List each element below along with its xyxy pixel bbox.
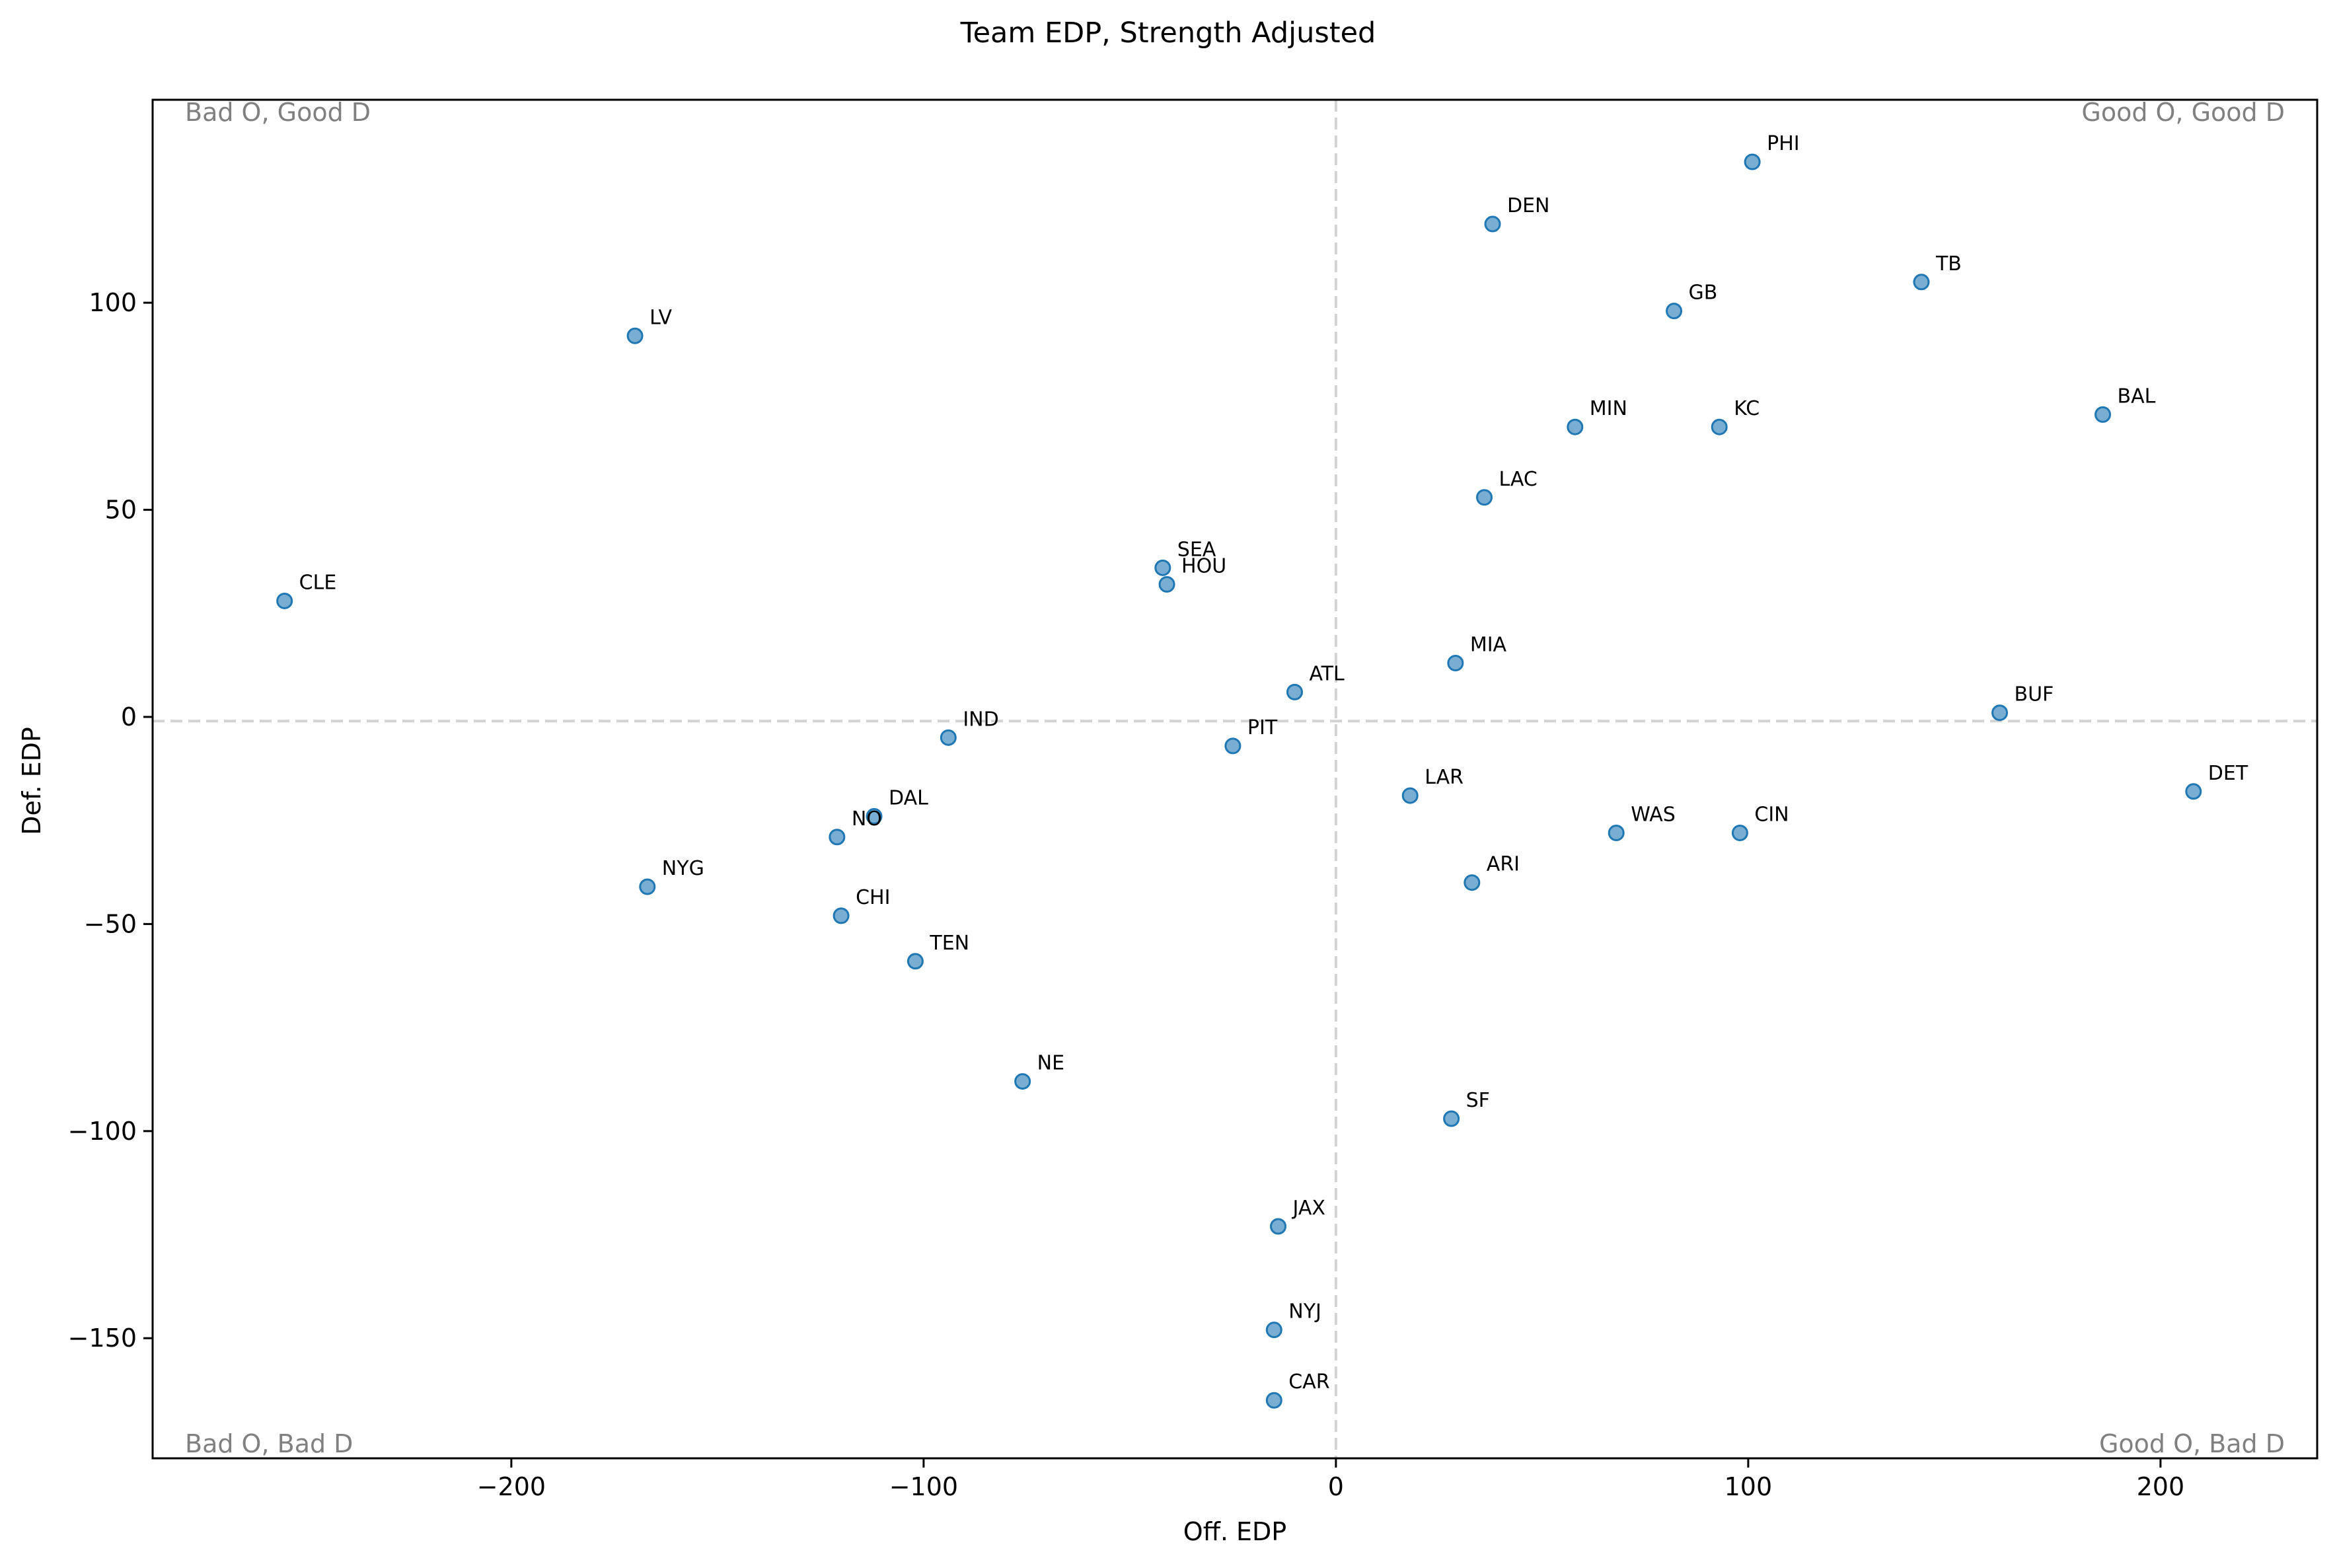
data-point-atl <box>1286 683 1303 700</box>
point-label-dal: DAL <box>889 786 928 809</box>
data-point-cle <box>276 592 293 609</box>
x-axis-label: Off. EDP <box>1183 1517 1286 1546</box>
data-point-det <box>2185 783 2202 800</box>
point-label-hou: HOU <box>1181 554 1226 578</box>
data-point-sf <box>1443 1110 1460 1127</box>
quadrant-label-top-left: Bad O, Good D <box>185 98 371 127</box>
y-tick-label: 100 <box>89 288 137 317</box>
y-axis-label: Def. EDP <box>17 727 46 835</box>
x-tick-label: 200 <box>2137 1472 2185 1501</box>
y-tick-label: −100 <box>68 1117 137 1146</box>
point-label-ind: IND <box>963 708 998 731</box>
point-label-lar: LAR <box>1425 766 1464 789</box>
point-label-jax: JAX <box>1292 1197 1325 1220</box>
quadrant-label-bottom-left: Bad O, Bad D <box>185 1429 353 1458</box>
data-point-no <box>829 829 846 846</box>
plot-frame <box>151 98 2318 1460</box>
point-label-pit: PIT <box>1247 716 1278 739</box>
point-label-kc: KC <box>1734 397 1760 420</box>
data-point-sea <box>1154 559 1171 576</box>
data-point-chi <box>833 907 850 924</box>
point-label-was: WAS <box>1631 803 1676 826</box>
point-label-no: NO <box>852 807 882 831</box>
point-label-min: MIN <box>1590 397 1627 420</box>
y-tick-label: 0 <box>121 702 137 731</box>
data-point-cin <box>1731 824 1748 841</box>
point-label-lac: LAC <box>1499 468 1538 491</box>
point-label-den: DEN <box>1507 194 1550 217</box>
reference-lines <box>153 100 2317 1458</box>
data-point-ari <box>1464 874 1481 891</box>
data-point-lac <box>1476 489 1493 506</box>
data-point-ten <box>907 953 924 970</box>
data-point-hou <box>1158 576 1175 593</box>
point-label-buf: BUF <box>2015 683 2054 706</box>
y-tick-label: −150 <box>68 1324 137 1353</box>
axes-layer: −200 −100 0 100 200 −150 −100 −50 0 50 100 <box>68 98 2318 1501</box>
data-point-nyj <box>1265 1322 1282 1339</box>
point-label-det: DET <box>2208 762 2248 785</box>
points-layer <box>276 153 2202 1409</box>
data-point-car <box>1265 1392 1282 1409</box>
chart-title: Team EDP, Strength Adjusted <box>960 17 1376 50</box>
point-label-car: CAR <box>1288 1370 1329 1394</box>
data-point-bal <box>2095 406 2112 423</box>
point-label-atl: ATL <box>1309 662 1345 685</box>
point-label-sf: SF <box>1466 1089 1490 1112</box>
data-point-lar <box>1401 787 1419 804</box>
data-point-dal <box>866 807 883 825</box>
data-point-ne <box>1014 1073 1031 1090</box>
point-label-cle: CLE <box>299 571 337 594</box>
y-tick-label: 50 <box>105 496 137 525</box>
point-label-sea: SEA <box>1177 538 1216 561</box>
quadrant-label-bottom-right: Good O, Bad D <box>2099 1429 2285 1458</box>
x-tick-label: −200 <box>477 1472 546 1501</box>
data-point-buf <box>1991 704 2009 722</box>
point-label-gb: GB <box>1689 281 1718 305</box>
point-label-mia: MIA <box>1470 633 1507 656</box>
point-label-ari: ARI <box>1487 853 1520 876</box>
data-point-phi <box>1744 153 1761 170</box>
x-tick-label: 0 <box>1328 1472 1344 1501</box>
point-label-lv: LV <box>649 306 672 329</box>
data-point-den <box>1484 215 1501 233</box>
point-label-nyg: NYG <box>662 857 704 880</box>
point-label-chi: CHI <box>856 886 890 909</box>
data-point-min <box>1567 418 1584 435</box>
quadrant-label-top-right: Good O, Good D <box>2081 98 2285 127</box>
point-label-phi: PHI <box>1767 132 1800 155</box>
point-label-ne: NE <box>1037 1052 1064 1075</box>
y-tick-label: −50 <box>84 909 137 938</box>
data-point-pit <box>1224 737 1242 755</box>
data-point-lv <box>626 327 644 344</box>
data-point-ind <box>940 729 957 746</box>
data-point-tb <box>1913 274 1930 291</box>
data-point-mia <box>1447 654 1464 671</box>
point-label-cin: CIN <box>1754 803 1789 826</box>
data-point-kc <box>1711 418 1728 435</box>
point-label-ten: TEN <box>929 932 969 955</box>
data-point-gb <box>1666 303 1683 320</box>
x-tick-label: −100 <box>889 1472 958 1501</box>
data-point-was <box>1608 824 1625 841</box>
data-point-nyg <box>639 878 656 895</box>
data-point-jax <box>1270 1218 1287 1235</box>
point-label-bal: BAL <box>2118 385 2156 408</box>
x-tick-label: 100 <box>1725 1472 1773 1501</box>
point-label-nyj: NYJ <box>1288 1300 1321 1324</box>
point-label-tb: TB <box>1935 252 1962 276</box>
